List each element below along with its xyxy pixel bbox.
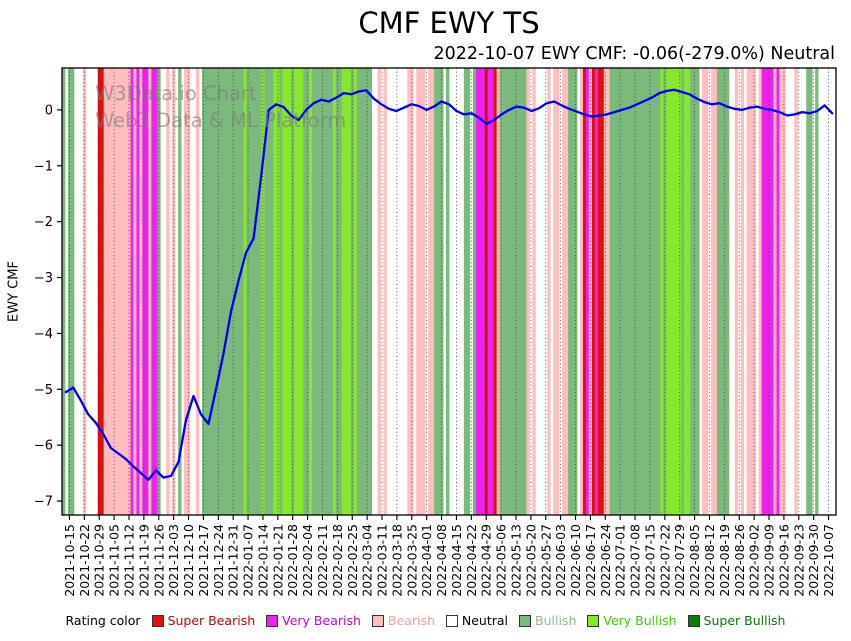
svg-text:2021-11-12: 2021-11-12 [121,524,136,597]
legend-item-very-bearish: Very Bearish [266,613,361,628]
legend-label: Bullish [535,613,577,628]
svg-text:2022-04-01: 2022-04-01 [419,524,434,597]
svg-text:2022-01-21: 2022-01-21 [270,524,285,597]
legend-swatch [445,614,458,627]
svg-text:0: 0 [45,103,53,118]
svg-text:2022-04-29: 2022-04-29 [479,524,494,597]
legend-label: Very Bullish [603,613,677,628]
svg-text:2022-03-18: 2022-03-18 [389,524,404,597]
svg-text:2022-05-27: 2022-05-27 [538,524,553,597]
legend-swatch [266,614,279,627]
svg-text:−7: −7 [34,495,53,510]
svg-text:2022-04-08: 2022-04-08 [434,524,449,597]
legend-label: Very Bearish [282,613,361,628]
svg-text:2022-09-02: 2022-09-02 [747,524,762,597]
svg-text:−4: −4 [34,327,53,342]
legend-swatch [519,614,532,627]
svg-text:2021-10-29: 2021-10-29 [92,524,107,597]
svg-text:2022-05-13: 2022-05-13 [508,524,523,597]
legend-swatch [587,614,600,627]
svg-text:2022-07-01: 2022-07-01 [613,524,628,597]
legend-item-bearish: Bearish [371,613,435,628]
svg-text:2022-05-20: 2022-05-20 [523,524,538,597]
svg-text:2022-04-22: 2022-04-22 [464,524,479,597]
cmf-line [64,88,834,481]
legend-swatch [151,614,164,627]
svg-text:2022-03-04: 2022-03-04 [360,524,375,597]
svg-text:2022-07-22: 2022-07-22 [657,524,672,597]
svg-text:2022-02-25: 2022-02-25 [345,524,360,597]
legend-item-super-bearish: Super Bearish [151,613,256,628]
svg-text:2022-07-29: 2022-07-29 [672,524,687,597]
svg-text:2021-12-24: 2021-12-24 [211,524,226,597]
legend-item-very-bullish: Very Bullish [587,613,677,628]
svg-text:2021-10-15: 2021-10-15 [62,524,77,597]
legend-swatch [371,614,384,627]
svg-text:2022-07-15: 2022-07-15 [642,524,657,597]
svg-text:−2: −2 [34,215,53,230]
legend-label: Super Bullish [703,613,786,628]
svg-text:2022-09-16: 2022-09-16 [776,524,791,597]
svg-text:2021-12-10: 2021-12-10 [181,524,196,597]
svg-text:2022-01-14: 2022-01-14 [255,524,270,597]
legend-item-neutral: Neutral [445,613,509,628]
svg-text:2022-01-28: 2022-01-28 [285,524,300,597]
svg-text:2022-08-12: 2022-08-12 [702,524,717,597]
svg-text:2022-09-23: 2022-09-23 [791,524,806,597]
svg-text:2021-12-17: 2021-12-17 [196,524,211,597]
svg-text:−6: −6 [34,439,53,454]
svg-text:2022-08-05: 2022-08-05 [687,524,702,597]
legend-title: Rating color [65,613,141,628]
svg-text:−5: −5 [34,383,53,398]
svg-text:2022-09-09: 2022-09-09 [762,524,777,597]
svg-text:−3: −3 [34,271,53,286]
svg-text:2022-02-18: 2022-02-18 [330,524,345,597]
y-axis-label: EWY CMF [6,261,22,322]
legend-label: Super Bearish [167,613,256,628]
svg-text:2022-10-07: 2022-10-07 [821,524,836,597]
svg-text:2022-06-03: 2022-06-03 [553,524,568,597]
svg-text:2022-08-19: 2022-08-19 [717,524,732,597]
svg-text:2021-11-19: 2021-11-19 [136,524,151,597]
svg-text:2022-02-04: 2022-02-04 [300,524,315,597]
svg-text:2021-12-31: 2021-12-31 [226,524,241,597]
chart-title: CMF EWY TS [358,6,540,40]
svg-text:2022-07-08: 2022-07-08 [628,524,643,597]
rating-legend: Rating color Super Bearish Very Bearish Be… [0,613,851,628]
svg-text:2022-04-15: 2022-04-15 [449,524,464,597]
legend-item-bullish: Bullish [519,613,576,628]
svg-text:2022-06-10: 2022-06-10 [568,524,583,597]
svg-text:2021-10-22: 2021-10-22 [77,524,92,597]
svg-text:2022-05-06: 2022-05-06 [494,524,509,597]
chart-subtitle: 2022-10-07 EWY CMF: -0.06(-279.0%) Neutr… [433,44,836,64]
svg-text:2022-02-11: 2022-02-11 [315,524,330,597]
svg-text:2022-06-17: 2022-06-17 [583,524,598,597]
grid-lines [69,68,829,515]
legend-swatch [687,614,700,627]
legend-item-super-bullish: Super Bullish [687,613,786,628]
svg-text:−1: −1 [34,159,53,174]
svg-text:2021-11-26: 2021-11-26 [151,524,166,597]
svg-text:2022-01-07: 2022-01-07 [241,524,256,597]
svg-text:2022-09-30: 2022-09-30 [806,524,821,597]
svg-text:2021-11-05: 2021-11-05 [107,524,122,597]
svg-text:2022-08-26: 2022-08-26 [732,524,747,597]
rating-bands [62,68,819,515]
legend-label: Neutral [461,613,509,628]
svg-text:2022-03-11: 2022-03-11 [375,524,390,597]
legend-label: Bearish [387,613,435,628]
svg-text:2021-12-03: 2021-12-03 [166,524,181,597]
svg-text:2022-03-25: 2022-03-25 [404,524,419,597]
svg-text:2022-06-24: 2022-06-24 [598,524,613,597]
